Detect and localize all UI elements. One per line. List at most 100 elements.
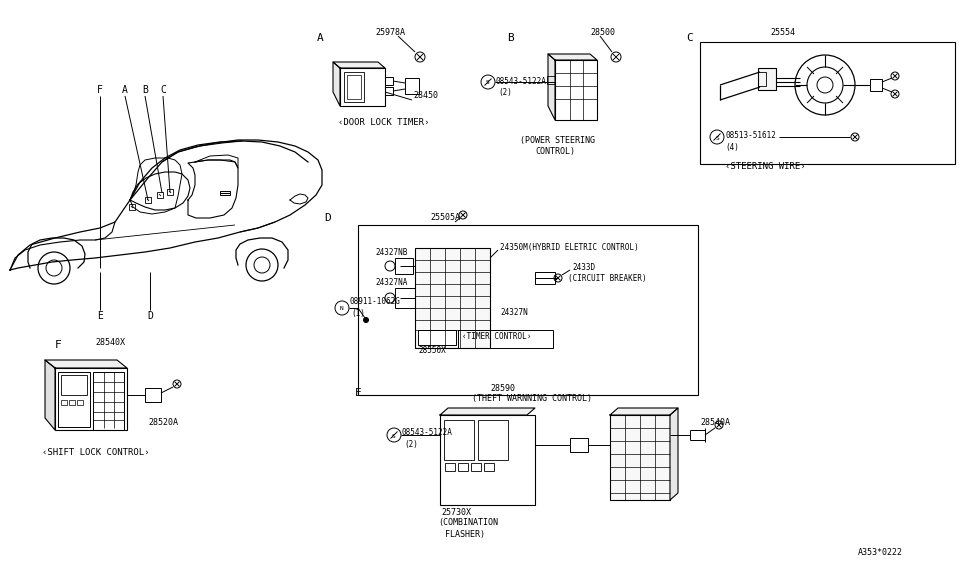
Text: S: S: [487, 80, 489, 85]
Polygon shape: [45, 360, 127, 368]
Polygon shape: [548, 54, 597, 60]
Text: F: F: [98, 85, 103, 95]
Polygon shape: [440, 408, 535, 415]
Text: 2433D: 2433D: [572, 263, 595, 272]
Text: 24327N: 24327N: [500, 308, 527, 317]
Text: S: S: [715, 135, 719, 140]
Bar: [385, 87, 393, 95]
Text: FLASHER): FLASHER): [445, 530, 485, 539]
Text: S: S: [392, 434, 396, 439]
Bar: [167, 189, 173, 195]
Bar: [440, 415, 535, 505]
Bar: [358, 225, 698, 395]
Text: 25505A: 25505A: [430, 213, 460, 222]
Text: 08543-5122A: 08543-5122A: [496, 77, 547, 86]
Text: D: D: [147, 311, 153, 321]
Text: (CIRCUIT BREAKER): (CIRCUIT BREAKER): [568, 274, 646, 283]
Bar: [478, 420, 508, 460]
Text: 28520A: 28520A: [148, 418, 178, 427]
Text: 24327NA: 24327NA: [375, 278, 408, 287]
Text: ‹DOOR LOCK TIMER›: ‹DOOR LOCK TIMER›: [338, 118, 429, 127]
Bar: [61, 400, 67, 405]
Bar: [61, 375, 87, 395]
Text: 28540A: 28540A: [700, 418, 730, 427]
Text: C: C: [686, 33, 693, 43]
Bar: [484, 463, 494, 471]
Bar: [458, 463, 468, 471]
Text: CONTROL): CONTROL): [535, 147, 575, 156]
Bar: [395, 258, 413, 274]
Bar: [385, 77, 393, 85]
Text: A353*0222: A353*0222: [858, 548, 903, 557]
Text: 28450: 28450: [413, 92, 438, 101]
Bar: [418, 330, 456, 345]
Text: (COMBINATION: (COMBINATION: [438, 518, 498, 527]
Text: 25978A: 25978A: [375, 28, 405, 37]
Polygon shape: [548, 54, 555, 120]
Text: 28590: 28590: [490, 384, 515, 393]
Text: ‹SHIFT LOCK CONTROL›: ‹SHIFT LOCK CONTROL›: [42, 448, 149, 457]
Text: C: C: [160, 85, 166, 95]
Text: F: F: [55, 340, 61, 350]
Bar: [555, 60, 597, 120]
Bar: [220, 191, 230, 195]
Text: B: B: [142, 85, 148, 95]
Text: 08543-5122A: 08543-5122A: [402, 428, 452, 437]
Bar: [700, 42, 955, 164]
Bar: [570, 438, 588, 452]
Text: B: B: [507, 33, 514, 43]
Bar: [157, 192, 163, 198]
Bar: [347, 75, 361, 99]
Bar: [547, 76, 555, 84]
Text: E: E: [98, 311, 103, 321]
Text: 28540X: 28540X: [95, 338, 125, 347]
Bar: [344, 72, 364, 102]
Polygon shape: [610, 408, 678, 415]
Polygon shape: [670, 408, 678, 500]
Bar: [610, 415, 670, 500]
Text: (2): (2): [498, 88, 512, 97]
Bar: [870, 79, 882, 91]
Text: 28550X: 28550X: [418, 346, 446, 355]
Polygon shape: [333, 62, 385, 68]
Bar: [535, 272, 555, 284]
Text: (THEFT WARNNING CONTROL): (THEFT WARNNING CONTROL): [472, 394, 592, 403]
Text: 08513-51612: 08513-51612: [725, 131, 776, 140]
Bar: [58, 372, 90, 427]
Text: 24327NB: 24327NB: [375, 248, 408, 257]
Bar: [405, 78, 419, 94]
Text: 08911-1062G: 08911-1062G: [349, 297, 400, 306]
Bar: [758, 68, 776, 90]
Circle shape: [364, 318, 369, 323]
Text: ‹STEERING WIRE›: ‹STEERING WIRE›: [725, 162, 805, 171]
Bar: [69, 400, 75, 405]
Bar: [340, 68, 385, 106]
Bar: [55, 368, 127, 430]
Text: 25730X: 25730X: [441, 508, 471, 517]
Text: N: N: [340, 307, 344, 311]
Bar: [395, 288, 417, 308]
Bar: [145, 388, 161, 402]
Bar: [471, 463, 481, 471]
Bar: [458, 330, 553, 348]
Bar: [444, 420, 474, 460]
Text: A: A: [317, 33, 324, 43]
Polygon shape: [333, 62, 340, 106]
Bar: [415, 248, 490, 348]
Bar: [445, 463, 455, 471]
Text: ‹TIMER CONTROL›: ‹TIMER CONTROL›: [462, 332, 531, 341]
Text: (2): (2): [404, 440, 418, 449]
Text: 25554: 25554: [770, 28, 795, 37]
Text: (POWER STEERING: (POWER STEERING: [520, 136, 595, 145]
Text: A: A: [122, 85, 128, 95]
Text: 24350M(HYBRID ELETRIC CONTROL): 24350M(HYBRID ELETRIC CONTROL): [500, 243, 639, 252]
Text: E: E: [355, 388, 362, 398]
Bar: [129, 204, 135, 210]
Text: D: D: [325, 213, 332, 223]
Bar: [93, 372, 124, 430]
Bar: [758, 72, 766, 86]
Bar: [145, 197, 151, 203]
Text: (1): (1): [351, 309, 365, 318]
Bar: [77, 400, 83, 405]
Text: (4): (4): [725, 143, 739, 152]
